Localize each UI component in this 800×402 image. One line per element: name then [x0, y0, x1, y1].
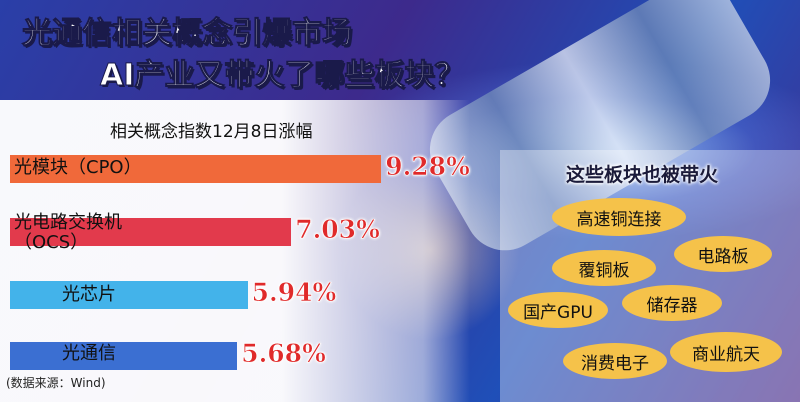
category-label: 光通信 [62, 343, 116, 364]
sidebar-item: 商业航天 [670, 332, 782, 372]
value-label: 9.28% [385, 152, 470, 182]
value-label: 5.94% [251, 278, 337, 308]
sidebar-item: 电路板 [674, 236, 772, 272]
title-line: 光通信相关概念引爆市场 [22, 16, 353, 52]
bar [10, 342, 238, 370]
bar [10, 218, 292, 246]
sidebar-item: 储存器 [622, 285, 722, 321]
category-label: 光芯片 [62, 284, 116, 305]
category-label: 光模块（CPO） [14, 157, 142, 178]
category-label: 光电路交换机 （OCS） [14, 212, 122, 253]
sidebar-item: 高速铜连接 [552, 198, 686, 236]
sidebar-title: 这些板块也被带火 [566, 164, 719, 186]
sidebar-item: 消费电子 [563, 343, 667, 379]
sidebar-item: 国产GPU [508, 292, 608, 328]
source: (数据来源：Wind) [6, 376, 106, 390]
value-label: 7.03% [295, 215, 380, 245]
subtitle: 相关概念指数12月8日涨幅 [110, 122, 313, 142]
bar [10, 281, 248, 309]
title-line: AI产业又带火了哪些板块？ [99, 58, 465, 94]
value-label: 5.68% [241, 339, 326, 369]
sidebar-item: 覆铜板 [552, 250, 656, 286]
bar [10, 155, 382, 183]
